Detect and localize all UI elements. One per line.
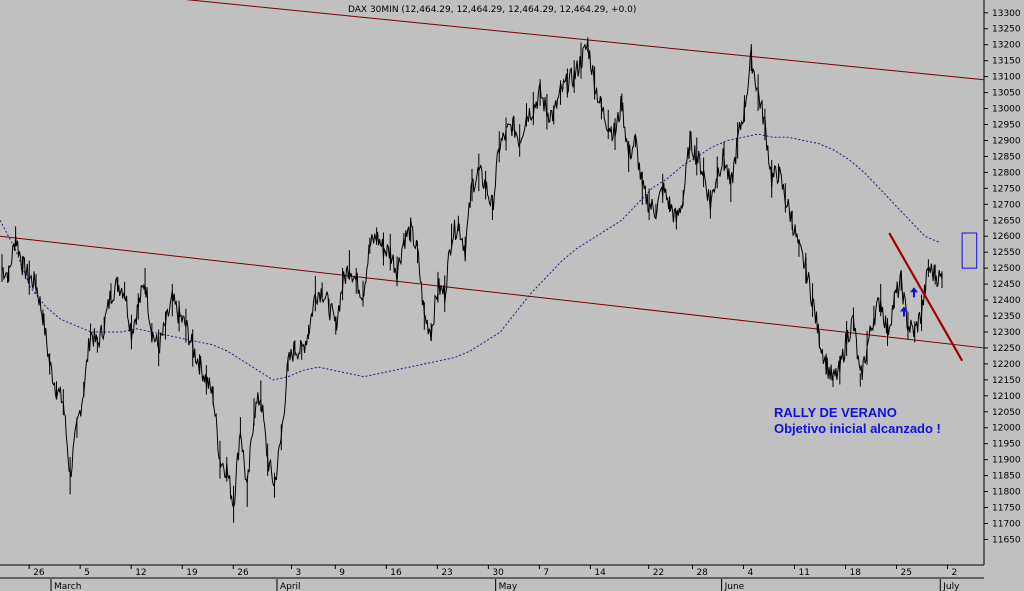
moving-average-line — [0, 133, 941, 381]
annotation-line-1: RALLY DE VERANO — [774, 405, 897, 420]
up-arrow-icon — [910, 287, 918, 298]
x-tick-label: 2 — [952, 568, 958, 578]
y-tick-label: 12500 — [992, 264, 1021, 274]
month-label: July — [942, 582, 960, 591]
x-axis: 26 5 12 19 26 3 9 16 23 30 7 14 22 28 4 11 18 25 2 March Apr… — [28, 565, 960, 591]
x-tick-label: 12 — [135, 568, 146, 578]
x-tick-label: 14 — [594, 568, 606, 578]
y-tick-label: 13150 — [992, 57, 1021, 67]
x-tick-label: 19 — [186, 568, 198, 578]
y-tick-label: 12100 — [992, 392, 1021, 402]
y-tick-label: 12300 — [992, 328, 1021, 338]
y-tick-label: 12450 — [992, 280, 1021, 290]
y-tick-label: 11950 — [992, 440, 1021, 450]
y-tick-label: 13250 — [992, 25, 1021, 35]
y-tick-label: 13300 — [992, 9, 1021, 19]
month-label: March — [54, 582, 81, 591]
x-tick-label: 9 — [339, 568, 345, 578]
y-tick-label: 13200 — [992, 41, 1021, 51]
moving-average-series — [0, 133, 941, 381]
channel-lines — [0, 0, 985, 349]
channel-line — [185, 0, 985, 81]
x-tick-label: 7 — [543, 568, 549, 578]
y-tick-label: 13100 — [992, 73, 1021, 83]
price-series — [1, 37, 943, 523]
x-tick-label: 11 — [798, 568, 809, 578]
y-tick-label: 12900 — [992, 136, 1021, 146]
y-tick-label: 12550 — [992, 248, 1021, 258]
x-tick-label: 3 — [296, 568, 302, 578]
x-tick-label: 4 — [747, 568, 753, 578]
y-tick-label: 11650 — [992, 535, 1021, 545]
y-tick-label: 11750 — [992, 504, 1021, 514]
y-tick-label: 11850 — [992, 472, 1021, 482]
y-axis: 11650 11700 11750 11800 11850 11900 11950 12000… — [984, 9, 1021, 545]
x-tick-label: 25 — [901, 568, 912, 578]
x-tick-label: 30 — [492, 568, 504, 578]
y-tick-label: 12650 — [992, 216, 1021, 226]
y-tick-label: 12350 — [992, 312, 1021, 322]
x-tick-label: 5 — [84, 568, 90, 578]
y-tick-label: 12750 — [992, 184, 1021, 194]
x-tick-label: 26 — [237, 568, 249, 578]
channel-line — [0, 235, 985, 349]
month-label: June — [724, 582, 745, 591]
trend-line — [888, 232, 964, 362]
x-tick-label: 23 — [441, 568, 452, 578]
trend-line-group — [888, 232, 964, 362]
breakout-arrows — [900, 287, 918, 317]
chart-header: DAX 30MIN (12,464.29, 12,464.29, 12,464.… — [348, 5, 636, 15]
y-tick-label: 12200 — [992, 360, 1021, 370]
annotation-line-2: Objetivo inicial alcanzado ! — [774, 421, 941, 436]
y-tick-label: 12800 — [992, 168, 1021, 178]
x-tick-label: 22 — [653, 568, 664, 578]
y-tick-label: 11700 — [992, 520, 1021, 530]
x-tick-label: 28 — [696, 568, 708, 578]
y-tick-label: 12400 — [992, 296, 1021, 306]
y-tick-label: 12000 — [992, 424, 1021, 434]
y-tick-label: 12850 — [992, 152, 1021, 162]
target-box — [961, 232, 978, 269]
y-tick-label: 13050 — [992, 89, 1021, 99]
y-tick-label: 12600 — [992, 232, 1021, 242]
y-tick-label: 11800 — [992, 488, 1021, 498]
up-arrow-icon — [900, 306, 908, 317]
y-tick-label: 13000 — [992, 105, 1021, 115]
y-tick-label: 12250 — [992, 344, 1021, 354]
y-tick-label: 12700 — [992, 200, 1021, 210]
x-tick-label: 16 — [390, 568, 402, 578]
x-tick-label: 18 — [850, 568, 862, 578]
month-label: April — [280, 582, 301, 591]
y-tick-label: 12950 — [992, 120, 1021, 130]
y-tick-label: 11900 — [992, 456, 1021, 466]
y-tick-label: 12050 — [992, 408, 1021, 418]
plot-area — [0, 0, 984, 565]
x-tick-label: 26 — [33, 568, 45, 578]
y-tick-label: 12150 — [992, 376, 1021, 386]
month-label: May — [499, 582, 518, 591]
